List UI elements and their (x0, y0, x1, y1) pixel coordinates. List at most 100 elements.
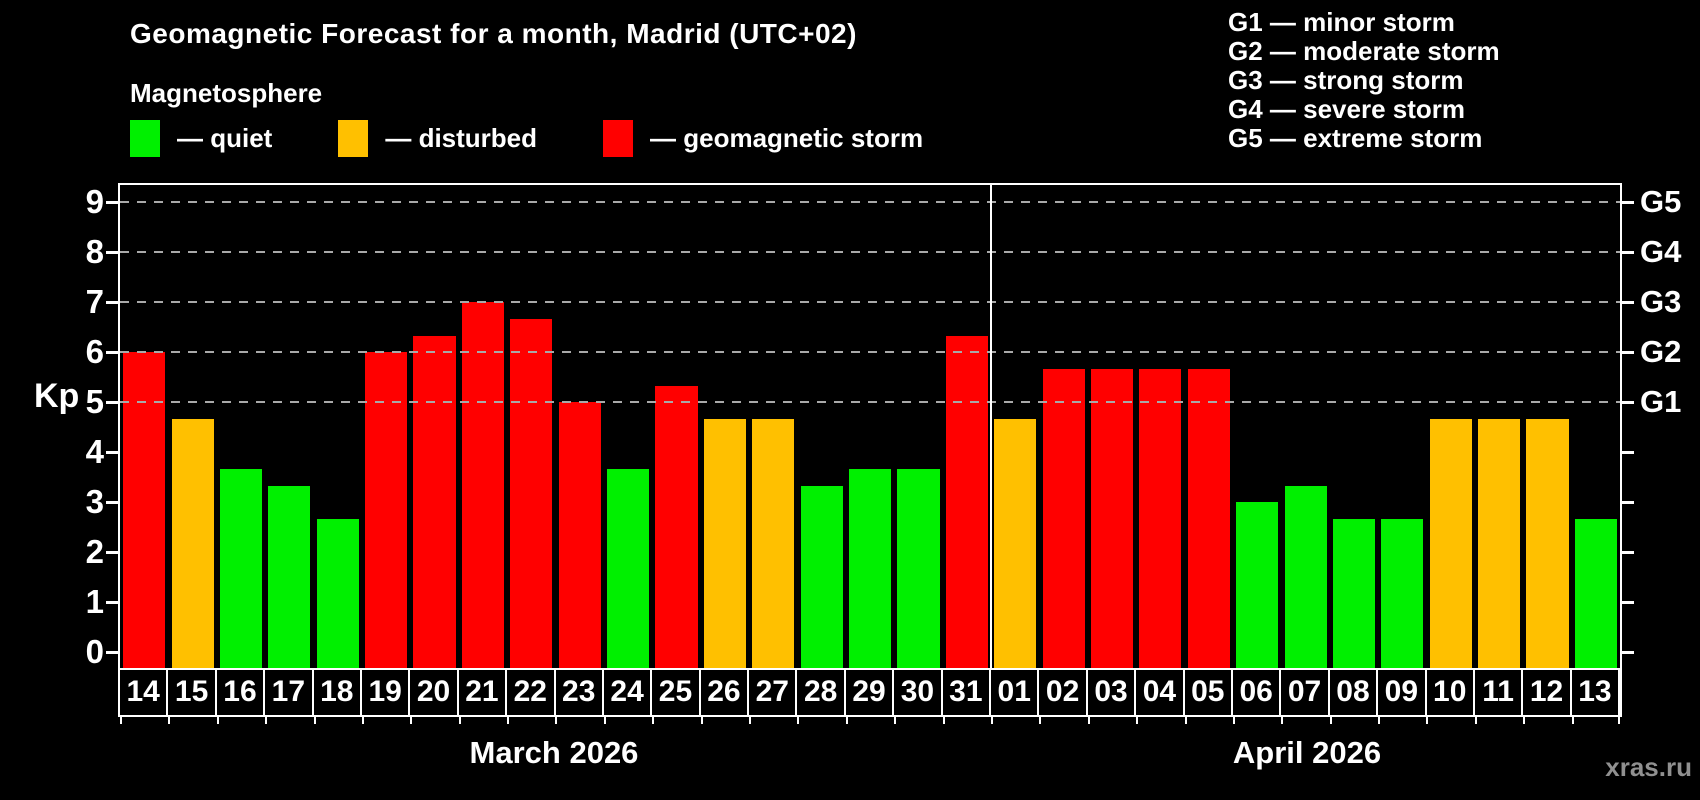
left-tick-kp8 (106, 251, 118, 254)
kp-bar-day-03 (1090, 368, 1134, 668)
right-tick-kp1 (1622, 601, 1634, 604)
gridline-kp9 (120, 201, 1620, 203)
y-tick-label-8: 8 (85, 233, 104, 270)
bar-slot-12 (1523, 185, 1571, 668)
day-axis-tick (701, 715, 703, 724)
day-axis-tick (991, 715, 993, 724)
right-tick-kp3 (1622, 501, 1634, 504)
g-level-label-g1: G1 (1640, 384, 1682, 419)
bar-slot-07 (1281, 185, 1329, 668)
chart-title: Geomagnetic Forecast for a month, Madrid… (130, 18, 857, 49)
bar-slot-10 (1427, 185, 1475, 668)
day-axis-tick (1233, 715, 1235, 724)
day-axis-tick (120, 715, 122, 724)
day-label-17: 17 (265, 670, 314, 715)
kp-bar-day-02 (1042, 368, 1085, 668)
day-axis-tick (265, 715, 267, 724)
day-label-16: 16 (217, 670, 266, 715)
kp-bar-day-22 (510, 318, 553, 668)
kp-bar-day-21 (461, 302, 504, 668)
day-label-08: 08 (1330, 670, 1379, 715)
day-axis-tick (1475, 715, 1477, 724)
left-tick-kp7 (106, 301, 118, 304)
y-axis-title: Kp (34, 377, 80, 415)
day-label-29: 29 (846, 670, 895, 715)
kp-bar-day-01 (994, 418, 1037, 668)
left-tick-kp5 (106, 401, 118, 404)
left-tick-kp4 (106, 451, 118, 454)
right-tick-kp0 (1622, 651, 1634, 654)
bar-slot-28 (797, 185, 845, 668)
day-axis-tick (459, 715, 461, 724)
bar-slot-16 (217, 185, 265, 668)
day-label-02: 02 (1039, 670, 1088, 715)
day-axis-tick (652, 715, 654, 724)
day-label-06: 06 (1233, 670, 1282, 715)
day-axis-tick (749, 715, 751, 724)
day-axis-tick (1088, 715, 1090, 724)
bar-slot-31 (943, 185, 991, 668)
day-axis-tick (1039, 715, 1041, 724)
day-axis-tick (1378, 715, 1380, 724)
right-tick-kp4 (1622, 451, 1634, 454)
kp-bar-day-19 (365, 352, 408, 668)
day-label-10: 10 (1427, 670, 1475, 715)
right-tick-kp9 (1622, 201, 1634, 204)
disturbed-swatch (338, 119, 369, 157)
legend-label-disturbed: — disturbed (385, 122, 538, 153)
day-label-14: 14 (120, 670, 169, 715)
right-tick-kp8 (1622, 251, 1634, 254)
day-label-21: 21 (459, 670, 508, 715)
right-tick-kp6 (1622, 351, 1634, 354)
day-label-03: 03 (1088, 670, 1137, 715)
kp-bar-day-18 (316, 518, 359, 668)
y-tick-label-7: 7 (85, 283, 104, 320)
y-tick-label-9: 9 (85, 183, 104, 220)
chart-subtitle: Magnetosphere (130, 78, 323, 108)
day-label-25: 25 (652, 670, 701, 715)
day-axis-tick (314, 715, 316, 724)
kp-bar-day-14 (123, 352, 166, 668)
month-label-march: March 2026 (469, 735, 639, 770)
day-label-30: 30 (894, 670, 943, 715)
day-axis-tick (1330, 715, 1332, 724)
day-label-04: 04 (1136, 670, 1185, 715)
left-tick-kp9 (106, 201, 118, 204)
bar-slot-27 (749, 185, 797, 668)
y-tick-label-6: 6 (85, 333, 104, 370)
day-axis-tick (168, 715, 170, 724)
kp-bar-day-30 (897, 468, 940, 668)
day-label-09: 09 (1378, 670, 1427, 715)
day-axis-tick (410, 715, 412, 724)
day-label-23: 23 (556, 670, 604, 715)
bar-slot-17 (265, 185, 313, 668)
plot-area: 0 1 2 3 4 5 6 7 8 9 G1 G2 G3 G4 G5 (86, 183, 1681, 670)
g-level-label-g2: G2 (1640, 334, 1682, 369)
kp-bar-day-08 (1332, 518, 1376, 668)
kp-bar-day-15 (171, 418, 214, 668)
bar-slot-20 (410, 185, 458, 668)
g-scale-legend-line-1: G1 — minor storm (1228, 7, 1455, 37)
bar-slot-08 (1330, 185, 1378, 668)
kp-bar-day-06 (1236, 502, 1279, 668)
day-axis-tick (1523, 715, 1525, 724)
bar-slot-19 (362, 185, 410, 668)
day-axis-tick (507, 715, 509, 724)
kp-bar-day-25 (655, 385, 698, 668)
bar-slot-18 (314, 185, 362, 668)
day-label-24: 24 (604, 670, 653, 715)
day-label-19: 19 (362, 670, 411, 715)
kp-bar-day-16 (219, 468, 263, 668)
kp-bar-day-04 (1139, 368, 1182, 668)
day-axis-tick (846, 715, 848, 724)
bar-slot-11 (1475, 185, 1523, 668)
bar-slot-25 (652, 185, 700, 668)
bar-slot-02 (1039, 185, 1087, 668)
quiet-swatch (130, 119, 160, 157)
left-tick-kp3 (106, 501, 118, 504)
g-level-label-g3: G3 (1640, 284, 1682, 319)
day-axis-tick (1136, 715, 1138, 724)
bar-slot-14 (120, 185, 168, 668)
day-axis-tick (1618, 715, 1620, 724)
g-scale-legend-line-5: G5 — extreme storm (1228, 123, 1483, 153)
